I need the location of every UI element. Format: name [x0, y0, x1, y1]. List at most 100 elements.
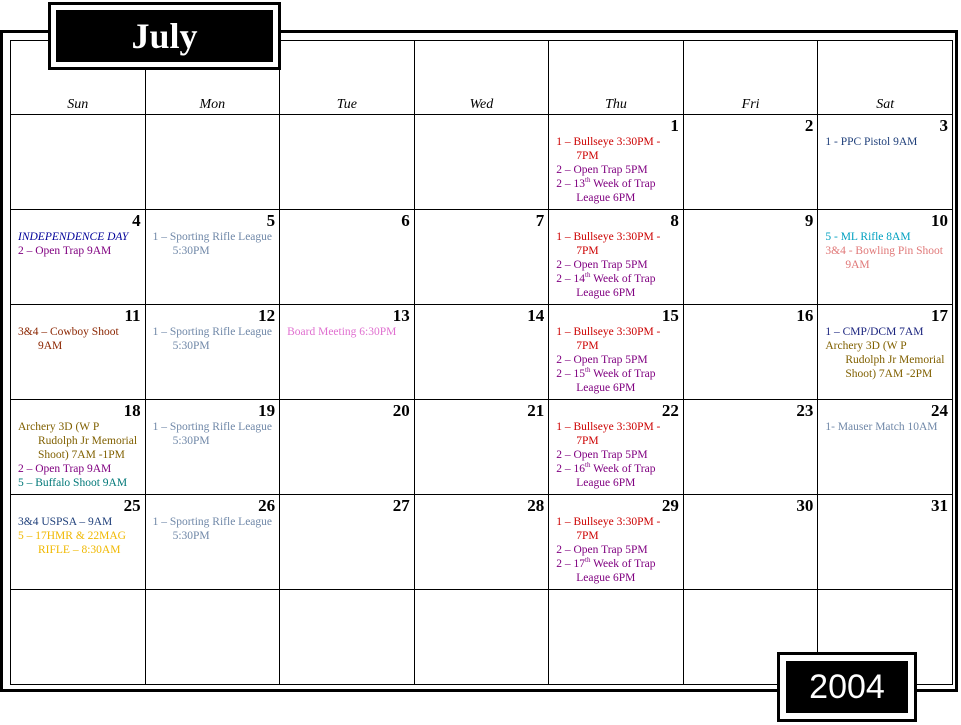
event-list: 1 – Sporting Rifle League 5:30PM — [146, 495, 280, 543]
event-text: 2 – Open Trap 5PM — [556, 164, 648, 176]
day-cell[interactable]: 4 INDEPENDENCE DAY 2 – Open Trap 9AM — [10, 209, 146, 305]
event-item[interactable]: 2 – 13th Week of Trap League 6PM — [556, 177, 679, 205]
day-cell[interactable]: 1 1 – Bullseye 3:30PM - 7PM 2 – Open Trap … — [548, 114, 684, 210]
event-item[interactable]: 3&4 – Cowboy Shoot 9AM — [18, 325, 141, 353]
day-number: 8 — [670, 211, 679, 230]
event-list: 1 – CMP/DCM 7AM Archery 3D (W P Rudolph J… — [818, 305, 952, 381]
event-item[interactable]: 3&4 USPSA – 9AM — [18, 515, 141, 529]
day-number: 6 — [401, 211, 410, 230]
event-item[interactable]: 2 – Open Trap 5PM — [556, 353, 679, 367]
event-item[interactable]: 1 – CMP/DCM 7AM — [825, 325, 948, 339]
day-cell[interactable]: 30 — [682, 494, 819, 590]
day-cell[interactable]: 22 1 – Bullseye 3:30PM - 7PM 2 – Open Trap… — [548, 399, 684, 495]
event-item[interactable]: 1 – Bullseye 3:30PM - 7PM — [556, 420, 679, 448]
day-cell[interactable]: 13 Board Meeting 6:30PM — [279, 304, 415, 400]
event-item[interactable]: 2 – 17th Week of Trap League 6PM — [556, 557, 679, 585]
event-item[interactable]: 1 – Sporting Rifle League 5:30PM — [153, 325, 276, 353]
day-cell[interactable]: 23 — [682, 399, 819, 495]
event-item[interactable]: Board Meeting 6:30PM — [287, 325, 410, 339]
event-item[interactable]: 2 – Open Trap 9AM — [18, 244, 141, 258]
day-cell — [279, 589, 415, 685]
event-text: 2 – 15 — [556, 368, 585, 380]
day-number: 27 — [392, 496, 410, 515]
day-cell[interactable]: 11 3&4 – Cowboy Shoot 9AM — [10, 304, 146, 400]
day-cell[interactable]: 24 1- Mauser Match 10AM — [817, 399, 953, 495]
event-text: 1 – Bullseye 3:30PM - 7PM — [556, 516, 661, 542]
event-item[interactable]: 1 – Bullseye 3:30PM - 7PM — [556, 230, 679, 258]
event-item[interactable]: 1 - PPC Pistol 9AM — [825, 135, 948, 149]
day-cell[interactable]: 7 — [413, 209, 550, 305]
day-cell[interactable]: 21 — [413, 399, 550, 495]
event-item[interactable]: 2 – 14th Week of Trap League 6PM — [556, 272, 679, 300]
day-cell[interactable]: 10 5 - ML Rifle 8AM 3&4 - Bowling Pin Shoo… — [817, 209, 953, 305]
day-cell[interactable]: 15 1 – Bullseye 3:30PM - 7PM 2 – Open Trap… — [548, 304, 684, 400]
day-number: 5 — [266, 211, 276, 230]
event-text: 1 – Bullseye 3:30PM - 7PM — [556, 231, 661, 257]
day-cell[interactable]: 25 3&4 USPSA – 9AM 5 – 17HMR & 22MAG RIFLE… — [10, 494, 146, 590]
day-cell[interactable]: 29 1 – Bullseye 3:30PM - 7PM 2 – Open Trap… — [548, 494, 684, 590]
event-item[interactable]: 1 – Sporting Rifle League 5:30PM — [153, 230, 276, 258]
event-item[interactable]: Archery 3D (W P Rudolph Jr Memorial Shoo… — [825, 339, 948, 381]
event-text: Archery 3D (W P Rudolph Jr Memorial Shoo… — [825, 340, 945, 380]
event-item[interactable]: 5 – Buffalo Shoot 9AM — [18, 476, 141, 490]
weekday-header-row: Sun Mon Tue Wed Thu Fri Sat — [10, 40, 953, 115]
event-item[interactable]: 2 – Open Trap 5PM — [556, 448, 679, 462]
event-text: 2 – Open Trap 9AM — [18, 463, 112, 475]
event-item[interactable]: Archery 3D (W P Rudolph Jr Memorial Shoo… — [18, 420, 141, 462]
day-cell — [413, 114, 550, 210]
day-cell[interactable]: 26 1 – Sporting Rifle League 5:30PM — [144, 494, 281, 590]
day-cell[interactable]: 17 1 – CMP/DCM 7AM Archery 3D (W P Rudolph… — [817, 304, 953, 400]
event-item[interactable]: 1 – Bullseye 3:30PM - 7PM — [556, 515, 679, 543]
day-cell[interactable]: 6 — [279, 209, 415, 305]
day-number: 25 — [123, 496, 141, 515]
day-cell[interactable]: 16 — [682, 304, 819, 400]
event-text-rest: Week of Trap League 6PM — [576, 273, 656, 299]
day-cell[interactable]: 3 1 - PPC Pistol 9AM — [817, 114, 953, 210]
event-item[interactable]: 5 – 17HMR & 22MAG RIFLE – 8:30AM — [18, 529, 141, 557]
event-item[interactable]: 1 – Bullseye 3:30PM - 7PM — [556, 325, 679, 353]
event-item[interactable]: 1 – Sporting Rifle League 5:30PM — [153, 515, 276, 543]
event-text: 5 - ML Rifle 8AM — [825, 231, 911, 243]
event-item[interactable]: 3&4 - Bowling Pin Shoot 9AM — [825, 244, 948, 272]
day-cell[interactable]: 20 — [279, 399, 415, 495]
event-text: 2 – Open Trap 5PM — [556, 449, 648, 461]
event-item[interactable]: 2 – Open Trap 5PM — [556, 258, 679, 272]
event-text: INDEPENDENCE DAY — [18, 231, 129, 243]
event-list: 1 – Sporting Rifle League 5:30PM — [146, 210, 280, 258]
day-cell[interactable]: 12 1 – Sporting Rifle League 5:30PM — [144, 304, 281, 400]
event-item[interactable]: 2 – Open Trap 5PM — [556, 543, 679, 557]
event-item[interactable]: 5 - ML Rifle 8AM — [825, 230, 948, 244]
event-ordinal-suffix: th — [585, 271, 591, 280]
event-text: 1 - PPC Pistol 9AM — [825, 136, 918, 148]
event-item[interactable]: 2 – Open Trap 5PM — [556, 163, 679, 177]
event-ordinal-suffix: th — [585, 556, 591, 565]
event-item[interactable]: 1 – Sporting Rifle League 5:30PM — [153, 420, 276, 448]
event-text: 2 – Open Trap 5PM — [556, 544, 648, 556]
day-cell[interactable]: 14 — [413, 304, 550, 400]
day-cell[interactable]: 28 — [413, 494, 550, 590]
day-cell[interactable]: 9 — [682, 209, 819, 305]
day-cell[interactable]: 2 — [682, 114, 819, 210]
week-row: 1 1 – Bullseye 3:30PM - 7PM 2 – Open Trap … — [10, 114, 953, 210]
day-cell[interactable]: 8 1 – Bullseye 3:30PM - 7PM 2 – Open Trap … — [548, 209, 684, 305]
event-text: 3&4 – Cowboy Shoot 9AM — [18, 326, 119, 352]
event-list: 1 – Sporting Rifle League 5:30PM — [146, 400, 280, 448]
event-item[interactable]: 2 – Open Trap 9AM — [18, 462, 141, 476]
day-cell[interactable]: 19 1 – Sporting Rifle League 5:30PM — [144, 399, 281, 495]
event-text: 5 – 17HMR & 22MAG RIFLE – 8:30AM — [18, 530, 126, 556]
week-row — [10, 589, 953, 685]
event-text: 5 – Buffalo Shoot 9AM — [18, 477, 128, 489]
event-item[interactable]: 1 – Bullseye 3:30PM - 7PM — [556, 135, 679, 163]
day-cell[interactable]: 18 Archery 3D (W P Rudolph Jr Memorial Sh… — [10, 399, 146, 495]
event-item[interactable]: INDEPENDENCE DAY — [18, 230, 141, 244]
event-item[interactable]: 2 – 15th Week of Trap League 6PM — [556, 367, 679, 395]
event-item[interactable]: 2 – 16th Week of Trap League 6PM — [556, 462, 679, 490]
event-list: 1 - PPC Pistol 9AM — [818, 115, 952, 149]
day-number: 20 — [392, 401, 410, 420]
day-cell[interactable]: 27 — [279, 494, 415, 590]
event-text: Archery 3D (W P Rudolph Jr Memorial Shoo… — [18, 421, 138, 461]
event-item[interactable]: 1- Mauser Match 10AM — [825, 420, 948, 434]
day-cell[interactable]: 31 — [817, 494, 953, 590]
day-number: 23 — [796, 401, 814, 420]
